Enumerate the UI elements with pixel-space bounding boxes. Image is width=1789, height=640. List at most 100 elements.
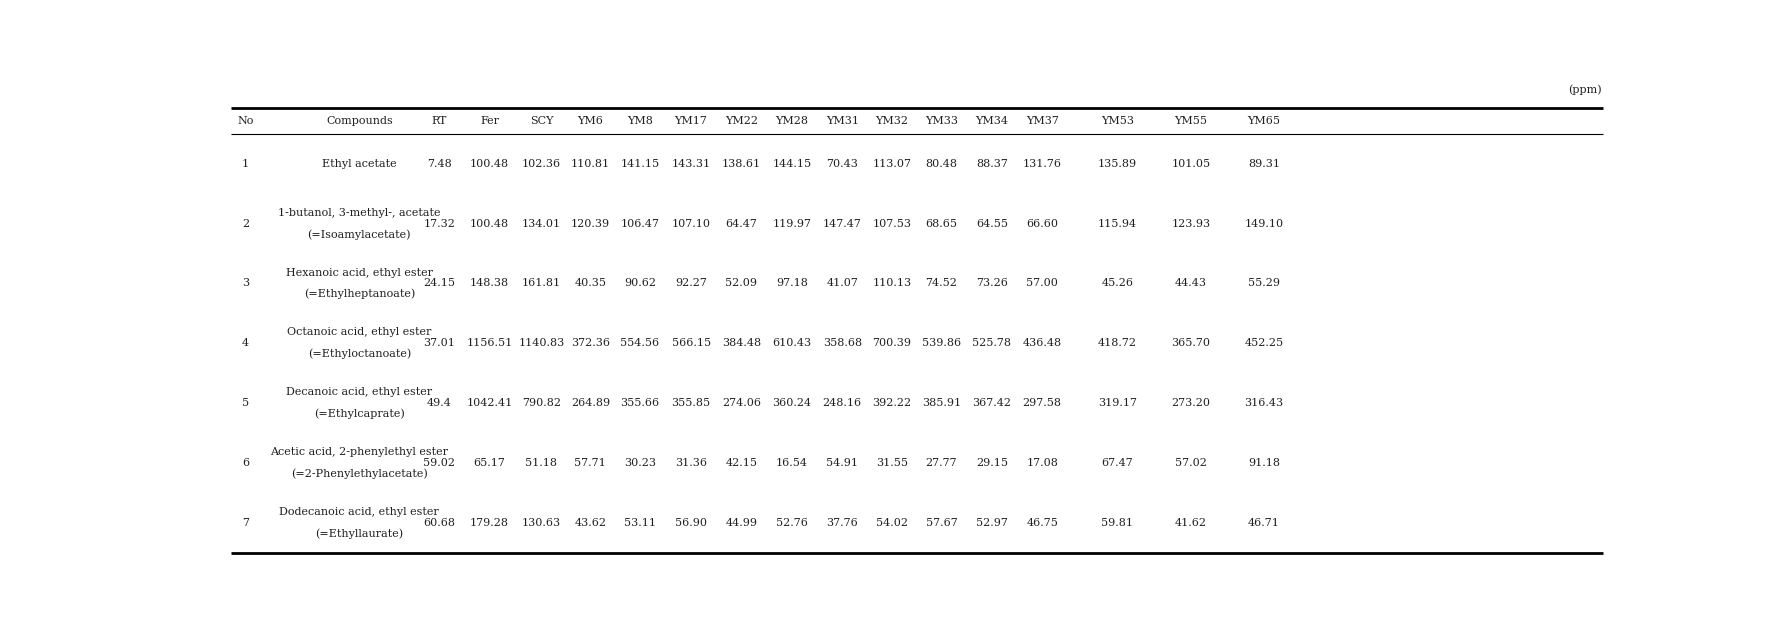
Text: 44.43: 44.43 xyxy=(1174,278,1206,289)
Text: YM33: YM33 xyxy=(925,116,957,125)
Text: 70.43: 70.43 xyxy=(827,159,857,169)
Text: 42.15: 42.15 xyxy=(725,458,757,468)
Text: 179.28: 179.28 xyxy=(471,518,508,528)
Text: 73.26: 73.26 xyxy=(975,278,1007,289)
Text: Compounds: Compounds xyxy=(326,116,392,125)
Text: Octanoic acid, ethyl ester: Octanoic acid, ethyl ester xyxy=(286,328,431,337)
Text: 59.81: 59.81 xyxy=(1100,518,1132,528)
Text: 273.20: 273.20 xyxy=(1170,398,1209,408)
Text: 37.01: 37.01 xyxy=(422,338,454,348)
Text: 88.37: 88.37 xyxy=(975,159,1007,169)
Text: 161.81: 161.81 xyxy=(522,278,560,289)
Text: 60.68: 60.68 xyxy=(422,518,454,528)
Text: 54.91: 54.91 xyxy=(827,458,857,468)
Text: RT: RT xyxy=(431,116,447,125)
Text: YM22: YM22 xyxy=(725,116,757,125)
Text: 54.02: 54.02 xyxy=(875,518,907,528)
Text: 248.16: 248.16 xyxy=(823,398,861,408)
Text: 41.07: 41.07 xyxy=(827,278,857,289)
Text: 57.00: 57.00 xyxy=(1025,278,1057,289)
Text: 57.71: 57.71 xyxy=(574,458,606,468)
Text: 316.43: 316.43 xyxy=(1243,398,1283,408)
Text: 53.11: 53.11 xyxy=(624,518,655,528)
Text: 43.62: 43.62 xyxy=(574,518,606,528)
Text: 610.43: 610.43 xyxy=(771,338,810,348)
Text: 274.06: 274.06 xyxy=(721,398,760,408)
Text: 319.17: 319.17 xyxy=(1097,398,1136,408)
Text: 148.38: 148.38 xyxy=(471,278,508,289)
Text: 700.39: 700.39 xyxy=(871,338,911,348)
Text: 418.72: 418.72 xyxy=(1097,338,1136,348)
Text: 30.23: 30.23 xyxy=(624,458,655,468)
Text: 64.47: 64.47 xyxy=(725,218,757,228)
Text: (=Ethyloctanoate): (=Ethyloctanoate) xyxy=(308,349,411,359)
Text: 115.94: 115.94 xyxy=(1097,218,1136,228)
Text: 92.27: 92.27 xyxy=(674,278,707,289)
Text: YM37: YM37 xyxy=(1025,116,1057,125)
Text: 102.36: 102.36 xyxy=(522,159,560,169)
Text: 67.47: 67.47 xyxy=(1100,458,1132,468)
Text: 372.36: 372.36 xyxy=(571,338,610,348)
Text: 384.48: 384.48 xyxy=(721,338,760,348)
Text: 131.76: 131.76 xyxy=(1022,159,1061,169)
Text: 46.75: 46.75 xyxy=(1025,518,1057,528)
Text: 525.78: 525.78 xyxy=(971,338,1011,348)
Text: 55.29: 55.29 xyxy=(1247,278,1279,289)
Text: 107.53: 107.53 xyxy=(871,218,911,228)
Text: 365.70: 365.70 xyxy=(1170,338,1209,348)
Text: 46.71: 46.71 xyxy=(1247,518,1279,528)
Text: 149.10: 149.10 xyxy=(1243,218,1283,228)
Text: 74.52: 74.52 xyxy=(925,278,957,289)
Text: YM55: YM55 xyxy=(1174,116,1208,125)
Text: 52.09: 52.09 xyxy=(725,278,757,289)
Text: 135.89: 135.89 xyxy=(1097,159,1136,169)
Text: 1: 1 xyxy=(242,159,249,169)
Text: 138.61: 138.61 xyxy=(721,159,760,169)
Text: 6: 6 xyxy=(242,458,249,468)
Text: Dodecanoic acid, ethyl ester: Dodecanoic acid, ethyl ester xyxy=(279,507,438,517)
Text: (ppm): (ppm) xyxy=(1567,84,1601,95)
Text: 554.56: 554.56 xyxy=(621,338,658,348)
Text: Acetic acid, 2-phenylethyl ester: Acetic acid, 2-phenylethyl ester xyxy=(270,447,447,457)
Text: 3: 3 xyxy=(242,278,249,289)
Text: 51.18: 51.18 xyxy=(526,458,556,468)
Text: 101.05: 101.05 xyxy=(1170,159,1209,169)
Text: YM32: YM32 xyxy=(875,116,907,125)
Text: 5: 5 xyxy=(242,398,249,408)
Text: 97.18: 97.18 xyxy=(775,278,807,289)
Text: Fer: Fer xyxy=(479,116,499,125)
Text: 367.42: 367.42 xyxy=(971,398,1011,408)
Text: (=Ethylcaprate): (=Ethylcaprate) xyxy=(313,408,404,419)
Text: 66.60: 66.60 xyxy=(1025,218,1057,228)
Text: 297.58: 297.58 xyxy=(1022,398,1061,408)
Text: 392.22: 392.22 xyxy=(871,398,911,408)
Text: 7: 7 xyxy=(242,518,249,528)
Text: 539.86: 539.86 xyxy=(921,338,961,348)
Text: 452.25: 452.25 xyxy=(1243,338,1283,348)
Text: (=Isoamylacetate): (=Isoamylacetate) xyxy=(308,229,411,239)
Text: 40.35: 40.35 xyxy=(574,278,606,289)
Text: 7.48: 7.48 xyxy=(426,159,451,169)
Text: 31.36: 31.36 xyxy=(674,458,707,468)
Text: YM53: YM53 xyxy=(1100,116,1132,125)
Text: 100.48: 100.48 xyxy=(471,159,508,169)
Text: 1-butanol, 3-methyl-, acetate: 1-butanol, 3-methyl-, acetate xyxy=(277,208,440,218)
Text: 56.90: 56.90 xyxy=(674,518,707,528)
Text: 17.08: 17.08 xyxy=(1025,458,1057,468)
Text: YM8: YM8 xyxy=(626,116,653,125)
Text: 355.66: 355.66 xyxy=(621,398,658,408)
Text: 106.47: 106.47 xyxy=(621,218,658,228)
Text: 144.15: 144.15 xyxy=(771,159,810,169)
Text: 1140.83: 1140.83 xyxy=(519,338,564,348)
Text: Decanoic acid, ethyl ester: Decanoic acid, ethyl ester xyxy=(286,387,433,397)
Text: 31.55: 31.55 xyxy=(875,458,907,468)
Text: 130.63: 130.63 xyxy=(522,518,560,528)
Text: 52.97: 52.97 xyxy=(975,518,1007,528)
Text: 147.47: 147.47 xyxy=(823,218,861,228)
Text: 110.81: 110.81 xyxy=(571,159,610,169)
Text: 80.48: 80.48 xyxy=(925,159,957,169)
Text: 113.07: 113.07 xyxy=(871,159,911,169)
Text: 37.76: 37.76 xyxy=(827,518,857,528)
Text: 45.26: 45.26 xyxy=(1100,278,1132,289)
Text: (=2-Phenylethylacetate): (=2-Phenylethylacetate) xyxy=(292,468,428,479)
